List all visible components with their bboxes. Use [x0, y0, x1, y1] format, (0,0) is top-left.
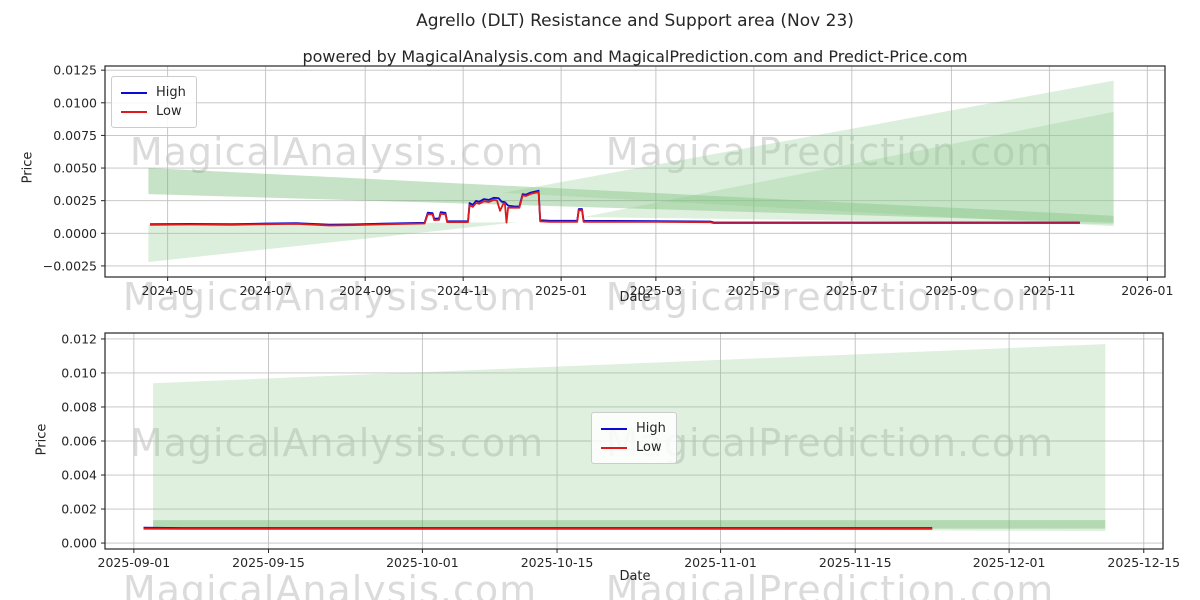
legend-entry-low: Low — [601, 438, 666, 457]
watermark-text: MagicalPrediction.com — [605, 568, 1055, 600]
watermark-text: MagicalPrediction.com — [605, 275, 1055, 319]
resistance-band-fill — [148, 168, 1114, 223]
y-axis-label-bottom: Price — [34, 423, 50, 456]
x-tick-label: 2025-05 — [728, 283, 780, 298]
low-line-swatch — [601, 446, 627, 449]
x-tick-label: 2025-01 — [535, 283, 587, 298]
watermark-text: MagicalPrediction.com — [605, 130, 1055, 174]
watermark-text: MagicalAnalysis.com — [129, 130, 545, 174]
y-tick-label: 0.008 — [61, 399, 97, 414]
y-tick-label: 0.0125 — [53, 63, 97, 78]
legend-high-label: High — [636, 421, 666, 436]
x-axis-label-top: Date — [619, 290, 651, 305]
x-tick-label: 2024-05 — [142, 283, 194, 298]
y-tick-label: 0.002 — [61, 502, 97, 517]
legend-bottom: High Low — [591, 412, 677, 464]
x-tick-label: 2024-11 — [437, 283, 489, 298]
x-tick-label: 2025-09 — [925, 283, 977, 298]
low-line-swatch — [121, 110, 147, 113]
y-tick-label: 0.010 — [61, 365, 97, 380]
watermark-text: MagicalAnalysis.com — [129, 421, 545, 465]
x-tick-label: 2026-01 — [1121, 283, 1173, 298]
y-tick-label: 0.0100 — [53, 95, 97, 110]
high-line-swatch — [601, 427, 627, 430]
x-tick-label: 2025-12-01 — [973, 555, 1046, 570]
x-tick-label: 2025-03 — [630, 283, 682, 298]
chart-subtitle: powered by MagicalAnalysis.com and Magic… — [302, 47, 968, 66]
legend-low-label: Low — [156, 104, 182, 119]
x-tick-label: 2025-10-15 — [521, 555, 594, 570]
watermark-text: MagicalAnalysis.com — [122, 275, 538, 319]
x-tick-label: 2024-07 — [239, 283, 291, 298]
legend-entry-low: Low — [121, 102, 186, 121]
x-tick-label: 2025-11 — [1023, 283, 1075, 298]
y-tick-label: 0.0050 — [53, 161, 97, 176]
y-tick-label: 0.012 — [61, 331, 97, 346]
forecast-fan-a-fill — [503, 80, 1114, 227]
legend-top: High Low — [111, 76, 197, 128]
y-tick-label: 0.004 — [61, 468, 97, 483]
x-tick-label: 2025-12-15 — [1107, 555, 1180, 570]
x-tick-label: 2025-09-01 — [98, 555, 171, 570]
watermark-text: MagicalAnalysis.com — [122, 568, 538, 600]
high-line-swatch — [121, 91, 147, 94]
y-axis-label-top: Price — [20, 151, 36, 184]
x-tick-label: 2025-07 — [826, 283, 878, 298]
x-tick-label: 2025-11-01 — [684, 555, 757, 570]
forecast-fan-b-fill — [583, 111, 1114, 225]
y-tick-label: 0.000 — [61, 536, 97, 551]
plot-border — [104, 65, 1166, 278]
x-tick-label: 2025-10-01 — [386, 555, 459, 570]
x-tick-label: 2024-09 — [339, 283, 391, 298]
legend-low-label: Low — [636, 440, 662, 455]
x-tick-label: 2025-11-15 — [819, 555, 892, 570]
y-tick-label: 0.0025 — [53, 193, 97, 208]
y-tick-label: 0.006 — [61, 434, 97, 449]
chart-title: Agrello (DLT) Resistance and Support are… — [416, 11, 854, 31]
legend-high-label: High — [156, 85, 186, 100]
legend-entry-high: High — [121, 83, 186, 102]
legend-entry-high: High — [601, 419, 666, 438]
y-tick-label: 0.0075 — [53, 128, 97, 143]
y-tick-label: −0.0025 — [43, 258, 97, 273]
x-tick-label: 2025-09-15 — [232, 555, 305, 570]
x-axis-label-bottom: Date — [619, 569, 651, 584]
y-tick-label: 0.0000 — [53, 226, 97, 241]
watermark-text: MagicalPrediction.com — [605, 421, 1055, 465]
support-triangle-fill — [148, 222, 518, 262]
low-line — [149, 191, 1080, 227]
support-band-fill — [153, 520, 1106, 529]
